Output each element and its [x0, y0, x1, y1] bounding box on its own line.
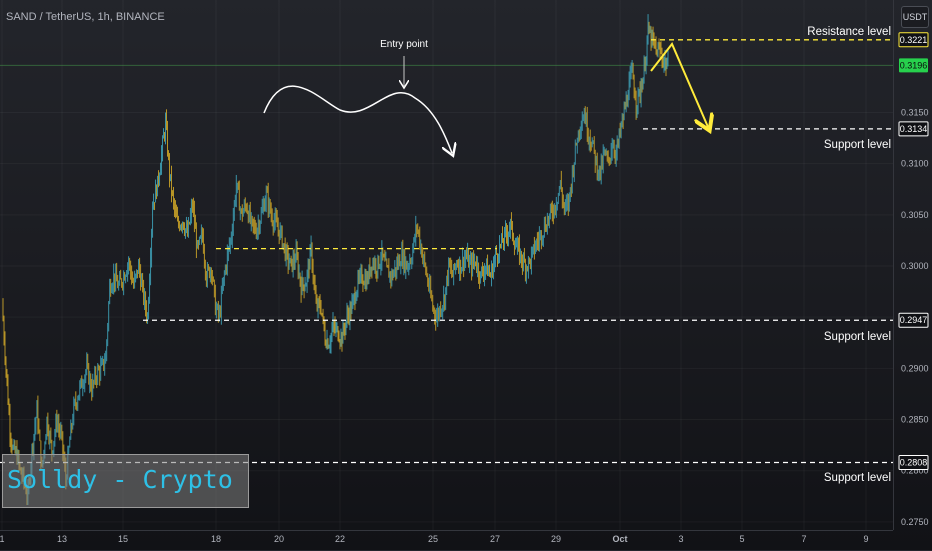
last-price-box	[899, 58, 928, 73]
entry-curve	[263, 85, 452, 153]
y-tick-label: 0.2900	[901, 363, 929, 373]
price-label-box	[898, 32, 929, 48]
y-tick-label: 0.3100	[901, 159, 929, 169]
watermark: Solldy - Crypto for U	[2, 454, 249, 508]
x-tick-label: 3	[678, 534, 683, 544]
y-tick-label: 0.2800	[901, 466, 929, 476]
candles-layer	[2, 14, 669, 506]
annotations: Resistance level Support level Support lev…	[380, 26, 891, 484]
chart-grid	[0, 64, 893, 66]
level-annotation: Support level	[824, 139, 891, 151]
x-tick-label: 25	[428, 534, 438, 544]
x-tick-label: 27	[490, 534, 500, 544]
price-label-text: 0.2808	[900, 458, 928, 468]
x-tick-label: 22	[335, 534, 345, 544]
level-annotation: Resistance level	[807, 26, 891, 38]
level-annotation: Support level	[824, 331, 891, 343]
x-tick-label: 5	[739, 534, 744, 544]
x-tick-label: 20	[274, 534, 284, 544]
x-tick-label: 7	[801, 534, 806, 544]
x-tick-label: 9	[863, 534, 868, 544]
x-tick-label: 18	[211, 534, 221, 544]
x-tick-label: 29	[551, 534, 561, 544]
level-annotation: Support level	[824, 472, 891, 484]
price-axis[interactable]	[893, 0, 932, 530]
symbol-title: SAND / TetherUS, 1h, BINANCE	[6, 11, 165, 23]
y-tick-label: 0.2750	[901, 517, 929, 527]
price-labels: 0.3221 0.3134 0.2947 0.2808 0.3196	[898, 32, 929, 471]
currency-button[interactable]: USDT	[901, 6, 929, 28]
forecast-arrow	[650, 42, 708, 127]
y-tick-label: 0.3000	[901, 261, 929, 271]
x-tick-label: 13	[57, 534, 67, 544]
x-tick-label: 1	[0, 534, 5, 544]
drawings-layer	[263, 42, 708, 153]
level-lines	[0, 39, 893, 464]
price-label-text: 0.3134	[900, 124, 928, 134]
entry-point-label: Entry point	[380, 39, 428, 50]
y-tick-label: 0.3150	[901, 107, 929, 117]
time-axis[interactable]	[0, 530, 893, 551]
y-tick-label: 0.3050	[901, 210, 929, 220]
x-tick-label: 15	[118, 534, 128, 544]
price-label-text: 0.3221	[900, 35, 928, 45]
price-label-box	[898, 121, 929, 137]
y-tick-label: 0.2850	[901, 415, 929, 425]
price-label-box	[898, 312, 929, 328]
last-price-text: 0.3196	[900, 60, 928, 70]
x-tick-label: Oct	[612, 534, 627, 544]
price-label-box	[898, 455, 929, 471]
price-label-text: 0.2947	[900, 315, 928, 325]
